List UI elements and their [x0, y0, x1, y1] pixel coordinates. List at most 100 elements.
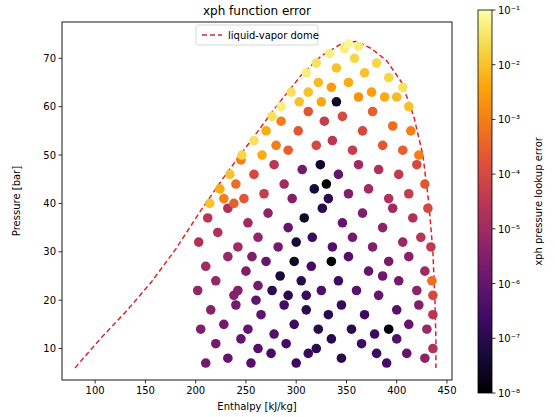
scatter-point [358, 208, 368, 218]
scatter-point [374, 165, 384, 175]
scatter-point [201, 358, 211, 368]
scatter-point [392, 92, 402, 102]
scatter-point [249, 136, 259, 146]
legend-swatch [202, 34, 222, 36]
scatter-point [344, 189, 354, 199]
scatter-point [327, 257, 337, 267]
scatter-point [229, 291, 239, 301]
colorbar-tick-label: 10⁻⁵ [498, 224, 520, 235]
scatter-point [266, 349, 276, 359]
scatter-point [420, 266, 430, 276]
colorbar-tick [492, 174, 496, 175]
scatter-point [243, 218, 253, 228]
scatter-point [328, 136, 338, 146]
scatter-point [404, 102, 414, 112]
scatter-point [251, 295, 261, 305]
colorbar-tick [492, 393, 496, 394]
y-tick [59, 251, 63, 252]
scatter-point [301, 305, 311, 315]
scatter-point [196, 324, 206, 334]
scatter-point [324, 310, 334, 320]
colorbar-tick-label: 10⁻⁷ [498, 333, 520, 344]
scatter-point [416, 232, 426, 242]
scatter-point [263, 208, 273, 218]
scatter-point [233, 242, 243, 252]
scatter-point [231, 300, 241, 310]
scatter-point [420, 179, 430, 189]
colorbar-tick-label: 10⁻³ [498, 114, 520, 125]
scatter-point [271, 141, 281, 151]
y-tick-label: 10 [43, 343, 56, 354]
scatter-point [309, 184, 319, 194]
scatter-point [291, 358, 301, 368]
y-tick-label: 20 [43, 295, 56, 306]
x-tick-label: 400 [387, 385, 406, 396]
scatter-point [211, 339, 221, 349]
scatter-point [406, 126, 416, 136]
y-tick-label: 70 [43, 53, 56, 64]
scatter-point [269, 329, 279, 339]
scatter-point [404, 320, 414, 330]
scatter-point [267, 286, 277, 296]
scatter-point [194, 237, 204, 247]
scatter-point [327, 334, 337, 344]
scatter-point [404, 189, 414, 199]
scatter-point [301, 291, 311, 301]
scatter-point [246, 358, 256, 368]
scatter-point [360, 68, 370, 78]
scatter-point [281, 339, 291, 349]
scatter-point [428, 291, 438, 301]
scatter-point [382, 358, 392, 368]
scatter-point [289, 257, 299, 267]
scatter-point [275, 271, 285, 281]
scatter-point [241, 266, 251, 276]
colorbar-tick-label: 10⁻⁸ [498, 388, 520, 399]
colorbar [478, 10, 492, 393]
scatter-point [303, 107, 313, 117]
scatter-point [276, 102, 286, 112]
scatter-point [279, 179, 289, 189]
y-tick [59, 203, 63, 204]
scatter-point [317, 286, 327, 296]
x-tick [346, 380, 347, 384]
scatter-point [428, 344, 438, 354]
scatter-point [283, 145, 293, 155]
scatter-point [414, 150, 424, 160]
scatter-point [328, 242, 338, 252]
scatter-point [303, 87, 313, 97]
scatter-point [293, 126, 303, 136]
scatter-point [422, 324, 432, 334]
dome-line [75, 41, 436, 368]
legend-box [196, 25, 318, 45]
scatter-point [338, 112, 348, 122]
scatter-point [394, 170, 404, 180]
x-tick-label: 100 [86, 385, 105, 396]
scatter-point [294, 97, 304, 107]
y-tick [59, 300, 63, 301]
y-tick-label: 40 [43, 198, 56, 209]
scatter-point [367, 87, 377, 97]
scatter-point [247, 252, 257, 262]
scatter-point [269, 160, 279, 170]
scatter-point [337, 353, 347, 363]
scatter-point [344, 252, 354, 262]
scatter-point [257, 150, 267, 160]
scatter-point [318, 203, 328, 213]
scatter-point [236, 334, 246, 344]
scatter-point [354, 160, 364, 170]
x-tick [95, 380, 96, 384]
scatter-point [259, 189, 269, 199]
scatter-point [219, 320, 229, 330]
scatter-point [364, 184, 374, 194]
scatter-point [364, 266, 374, 276]
scatter-point [312, 344, 322, 354]
scatter-point [279, 300, 289, 310]
scatter-point [299, 213, 309, 223]
scatter-point [291, 237, 301, 247]
y-tick [59, 106, 63, 107]
scatter-point [402, 349, 412, 359]
scatter-point [219, 194, 229, 204]
scatter-point [314, 78, 324, 88]
colorbar-tick-label: 10⁻¹ [498, 5, 520, 16]
colorbar-tick [492, 64, 496, 65]
